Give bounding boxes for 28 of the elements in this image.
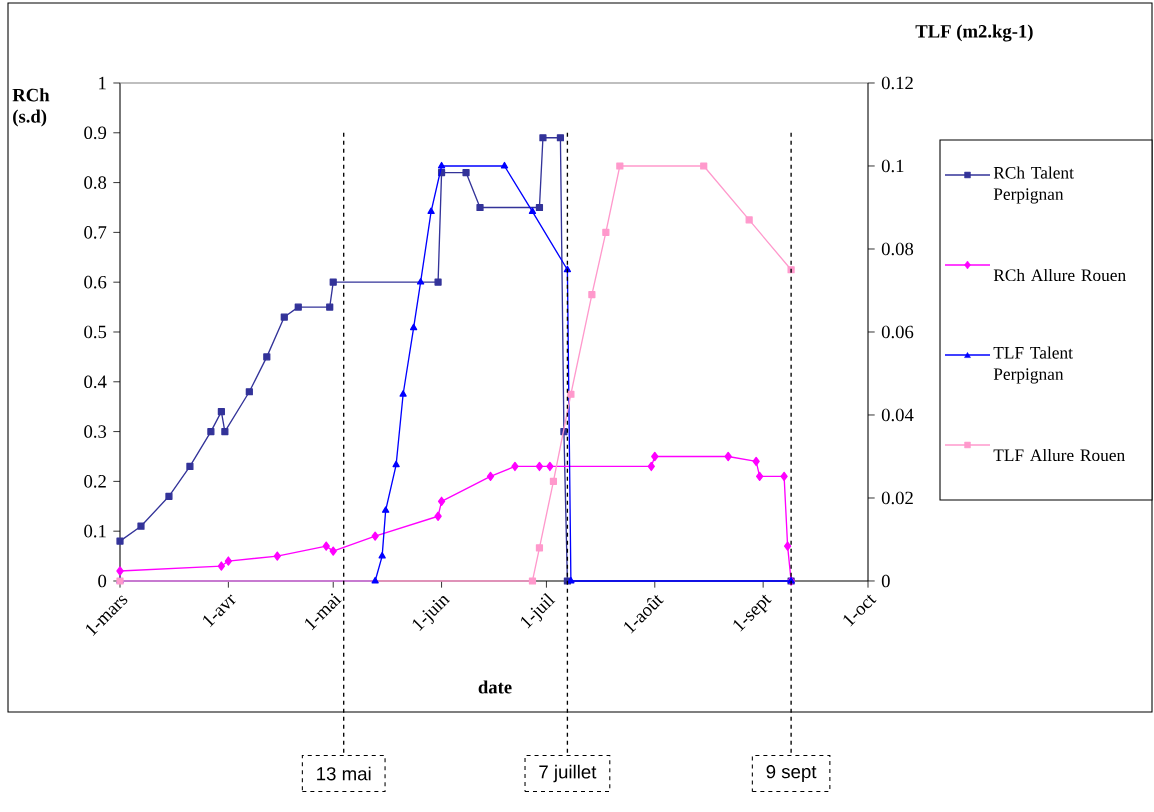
legend-label: RCh Talent Perpignan bbox=[993, 166, 1074, 204]
y2-axis-title: TLF (m2.kg-1) bbox=[915, 24, 1033, 42]
y-tick-label: 1 bbox=[99, 76, 106, 90]
legend-label: TLF Talent Perpignan bbox=[993, 346, 1073, 384]
ref-line-label: 13 mai bbox=[317, 766, 371, 781]
y2-tick-label: 0.08 bbox=[881, 242, 914, 256]
y-tick-label: 0.5 bbox=[84, 325, 107, 339]
ref-line-label: 9 sept bbox=[766, 765, 817, 782]
y-axis-title: RCh (s.d) bbox=[12, 88, 50, 127]
y-tick-label: 0.1 bbox=[84, 524, 106, 538]
y-tick-label: 0.3 bbox=[84, 425, 107, 438]
y-tick-label: 0.9 bbox=[84, 126, 107, 140]
y-tick-label: 0.4 bbox=[84, 375, 107, 389]
ref-line-label: 7 juillet bbox=[539, 764, 597, 783]
y-tick-label: 0.7 bbox=[84, 226, 107, 239]
y2-tick-label: 0.02 bbox=[881, 491, 913, 505]
y2-tick-label: 0.04 bbox=[881, 408, 914, 422]
y2-tick-label: 0 bbox=[881, 574, 890, 588]
y2-tick-label: 0.1 bbox=[881, 159, 904, 173]
y-tick-label: 0.2 bbox=[84, 475, 106, 488]
legend-label: RCh Allure Rouen bbox=[993, 268, 1126, 282]
legend-label: TLF Allure Rouen bbox=[993, 448, 1125, 462]
y-tick-label: 0 bbox=[98, 574, 107, 588]
y2-tick-label: 0.12 bbox=[881, 76, 913, 90]
x-axis-title: date bbox=[478, 680, 512, 694]
y-tick-label: 0.8 bbox=[84, 176, 107, 189]
y2-tick-label: 0.06 bbox=[881, 325, 914, 339]
y-tick-label: 0.6 bbox=[84, 275, 107, 289]
